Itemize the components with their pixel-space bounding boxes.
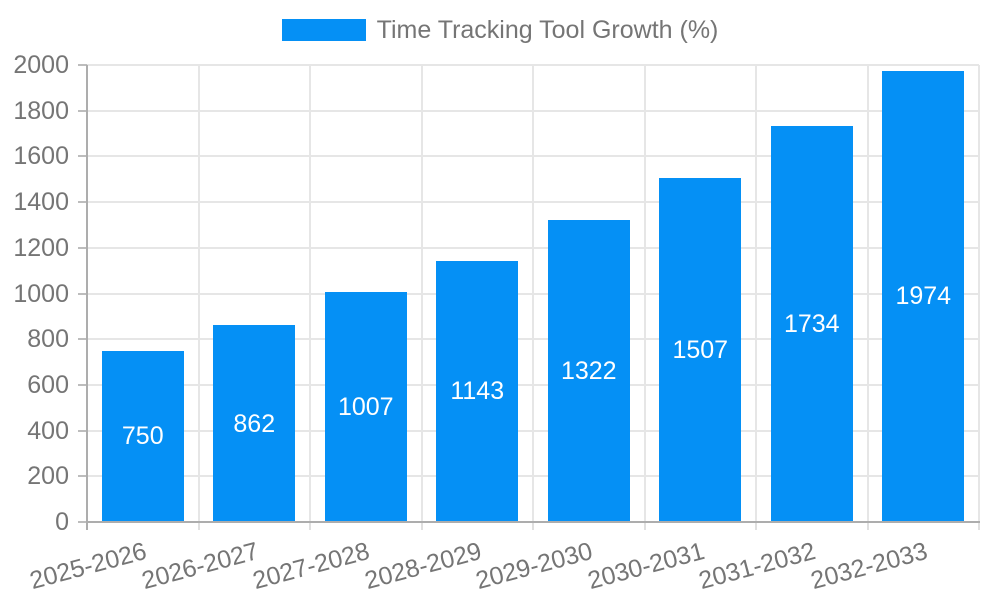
gridline-v (532, 65, 534, 522)
x-tick-label-text: 2029-2030 (473, 537, 596, 596)
x-axis-line (86, 521, 980, 523)
gridline-v (643, 65, 646, 522)
y-tick-label: 600 (27, 370, 69, 399)
x-axis-tick (978, 522, 980, 530)
y-tick-label: 1400 (13, 188, 69, 217)
y-tick-label: 0 (55, 508, 69, 536)
y-axis-tick (78, 109, 87, 112)
gridline-v (197, 65, 200, 522)
bar-value-label: 750 (121, 422, 164, 451)
y-axis-tick (78, 155, 87, 158)
legend-swatch-icon (281, 19, 366, 41)
bar-value-label: 1322 (560, 356, 617, 385)
x-tick-label-text: 2026-2027 (138, 537, 262, 596)
bar (436, 260, 519, 521)
legend-label: Time Tracking Tool Growth (%) (376, 16, 719, 44)
y-tick-label: 1800 (13, 96, 69, 125)
gridline-v (420, 65, 423, 522)
x-tick-label-text: 2027-2028 (250, 537, 373, 596)
x-tick-label-text: 2031-2032 (696, 537, 819, 596)
y-axis-tick (78, 201, 87, 204)
bar-value-label: 1007 (337, 392, 394, 421)
x-tick-label-text: 2032-2033 (807, 537, 931, 596)
bar-value-label: 1734 (783, 309, 840, 338)
y-tick-label: 1000 (13, 279, 69, 308)
x-axis-tick (532, 522, 534, 530)
bar (101, 350, 184, 521)
x-axis-tick (420, 522, 423, 530)
bar-value-label: 1507 (672, 335, 729, 364)
x-axis-tick (755, 522, 757, 530)
chart-legend[interactable]: Time Tracking Tool Growth (%) (0, 16, 1000, 44)
y-tick-label: 200 (27, 462, 69, 491)
x-tick-label-text: 2025-2026 (27, 537, 150, 596)
bar (882, 70, 965, 521)
y-tick-label: 1600 (13, 142, 69, 171)
x-axis-tick (309, 522, 311, 530)
x-axis-tick (197, 522, 200, 530)
gridline-v (866, 65, 869, 522)
x-axis-tick (866, 522, 869, 530)
bar (770, 125, 853, 521)
y-tick-label: 800 (27, 325, 69, 354)
y-axis-tick (78, 338, 87, 341)
y-axis-tick (78, 292, 87, 295)
bar-value-label: 1143 (450, 377, 505, 406)
y-tick-label: 1200 (13, 233, 69, 262)
x-tick-label-text: 2030-2031 (584, 537, 708, 596)
x-axis-tick (643, 522, 646, 530)
gridline-v (309, 65, 311, 522)
y-axis-tick (78, 383, 87, 386)
bar-value-label: 1974 (895, 282, 952, 311)
y-axis-tick (78, 429, 87, 432)
bar (547, 219, 630, 521)
x-tick-label-text: 2028-2029 (361, 537, 485, 596)
bar (213, 325, 296, 521)
bar (659, 177, 742, 521)
y-axis-line (86, 65, 88, 530)
gridline-v (978, 65, 980, 522)
gridline-v (755, 65, 757, 522)
y-axis-tick (78, 521, 87, 523)
bar (324, 291, 407, 521)
y-axis-tick (78, 64, 87, 66)
bar-value-label: 862 (233, 409, 276, 438)
y-tick-label: 2000 (13, 51, 69, 79)
y-tick-label: 400 (27, 416, 69, 445)
y-axis-tick (78, 246, 87, 249)
y-axis-tick (78, 475, 87, 478)
